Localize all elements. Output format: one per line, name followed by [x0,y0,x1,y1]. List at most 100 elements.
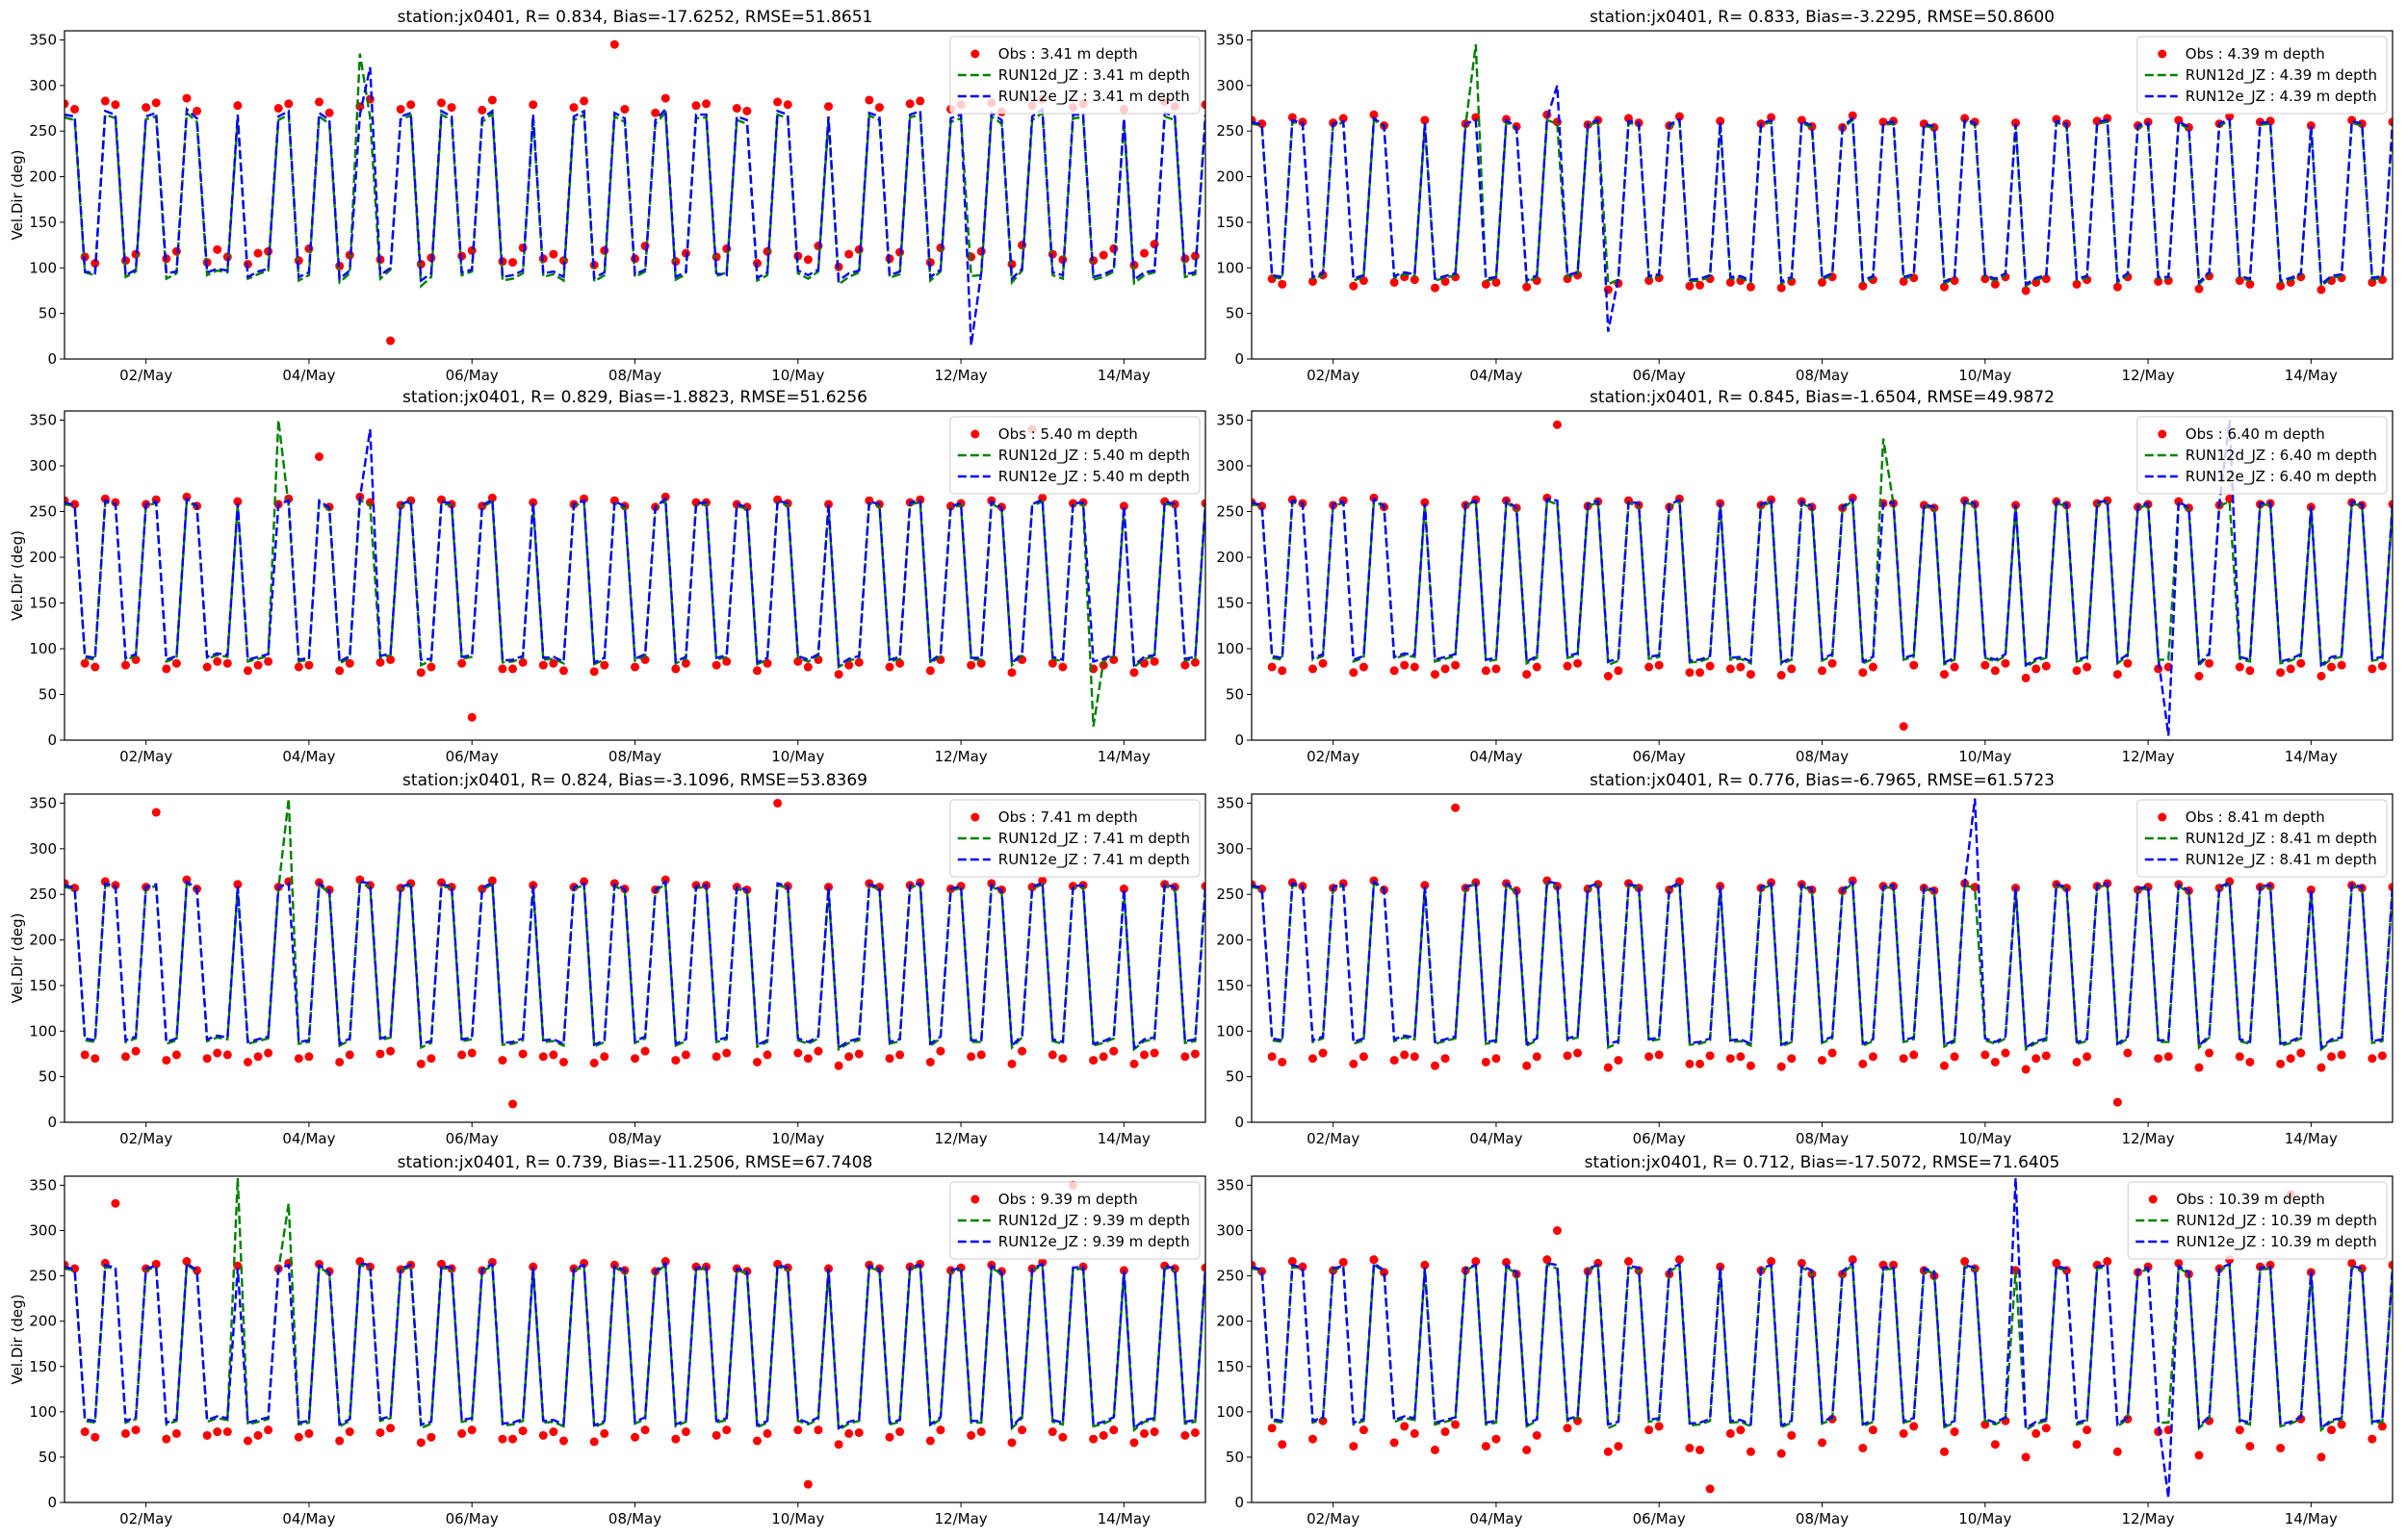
obs-point [386,654,396,664]
obs-point [416,1438,426,1448]
obs-point [1685,1444,1695,1452]
subplot-title: station:jx0401, R= 0.845, Bias=-1.6504, … [1590,388,2055,407]
obs-point [2032,1428,2041,1438]
obs-point [304,1052,314,1062]
obs-point [854,1049,864,1059]
obs-point [1502,1257,1512,1267]
obs-point [1338,1257,1348,1267]
obs-point [1899,1054,1908,1064]
obs-point [752,666,762,676]
obs-point [315,452,324,461]
legend-label: Obs : 4.39 m depth [2186,45,2325,63]
y-tick-label: 100 [29,1403,57,1421]
plot-area [1252,1177,2393,1499]
obs-point [671,1434,681,1444]
obs-point [467,1425,477,1435]
x-tick-label: 04/May [1469,1130,1522,1147]
obs-point [1278,1440,1287,1450]
obs-point [508,664,518,674]
obs-point [1099,1052,1108,1062]
obs-point [1858,668,1868,678]
obs-point [2235,276,2244,286]
obs-point [936,1425,945,1435]
subplot-2: station:jx0401, R= 0.833, Bias=-3.2295, … [1216,8,2394,384]
obs-point [967,660,976,670]
obs-point [335,1436,345,1446]
obs-point [1573,658,1583,668]
obs-point [1491,664,1501,674]
legend-obs-marker [971,1194,980,1204]
legend: Obs : 9.39 m depth RUN12d_JZ : 9.39 m dep… [949,1181,1201,1260]
x-tick-label: 02/May [119,1510,172,1527]
legend-label: RUN12e_JZ : 7.41 m depth [998,851,1190,869]
obs-point [1603,1447,1613,1456]
obs-point [1389,1056,1399,1065]
obs-series [65,424,1205,722]
obs-point [1190,1427,1200,1437]
obs-point [1858,1444,1868,1452]
legend-label: RUN12e_JZ : 6.40 m depth [2186,468,2377,486]
obs-point [2276,281,2286,291]
axes-frame [1251,30,2394,360]
obs-point [589,667,599,677]
y-axis-label: Vel.Dir (deg) [9,530,26,621]
legend-obs-marker [971,429,980,439]
obs-point [1960,1257,1970,1267]
obs-point [916,96,925,106]
obs-point [1109,1046,1119,1056]
y-tick-label: 150 [1216,595,1244,612]
obs-point [111,100,120,110]
obs-point [345,658,354,668]
obs-point [1522,1445,1532,1454]
x-tick-label: 12/May [2121,1130,2174,1147]
x-tick-label: 04/May [282,367,335,384]
y-tick-label: 50 [39,305,57,322]
obs-point [233,101,243,111]
obs-point [1420,498,1430,507]
legend-label: Obs : 5.40 m depth [998,425,1138,443]
y-tick-label: 100 [1216,640,1244,657]
obs-point [1481,279,1490,289]
x-tick-label: 08/May [1796,748,1849,765]
obs-point [945,501,955,511]
obs-point [549,1050,558,1060]
obs-point [2194,1450,2204,1460]
x-tick-label: 12/May [2121,367,2174,384]
legend-box [949,36,1201,115]
y-tick-label: 0 [47,1494,57,1511]
obs-point [345,1050,354,1060]
x-tick-label: 06/May [1633,1130,1686,1147]
y-tick-label: 0 [47,350,57,368]
obs-point [213,1427,222,1437]
obs-point [936,1046,945,1056]
obs-point [1990,279,2000,289]
obs-point [1048,658,1057,668]
obs-point [1018,241,1027,250]
obs-point [142,103,151,113]
obs-point [2327,662,2337,672]
y-tick-label: 250 [1216,122,1244,140]
obs-point [1491,1054,1501,1064]
obs-point [2235,1052,2244,1062]
legend: Obs : 4.39 m depth RUN12d_JZ : 4.39 m dep… [2136,36,2388,115]
y-tick-label: 350 [1216,1176,1244,1194]
obs-point [793,1048,803,1058]
legend-label: RUN12e_JZ : 9.39 m depth [998,1233,1190,1251]
obs-point [640,1046,650,1056]
obs-point [1970,883,1980,892]
obs-point [1603,672,1613,680]
obs-point [549,658,558,668]
obs-point [1695,1445,1705,1454]
obs-point [2377,275,2387,285]
y-tick-label: 50 [1226,686,1244,704]
obs-point [2245,279,2255,289]
obs-point [498,1056,507,1065]
obs-point [854,657,864,667]
subplot-title: station:jx0401, R= 0.824, Bias=-3.1096, … [402,771,867,790]
obs-point [253,660,263,670]
obs-point [1623,1257,1633,1267]
obs-point [549,249,558,259]
obs-point [691,498,701,507]
obs-point [631,1432,639,1442]
obs-point [1818,1438,1826,1448]
